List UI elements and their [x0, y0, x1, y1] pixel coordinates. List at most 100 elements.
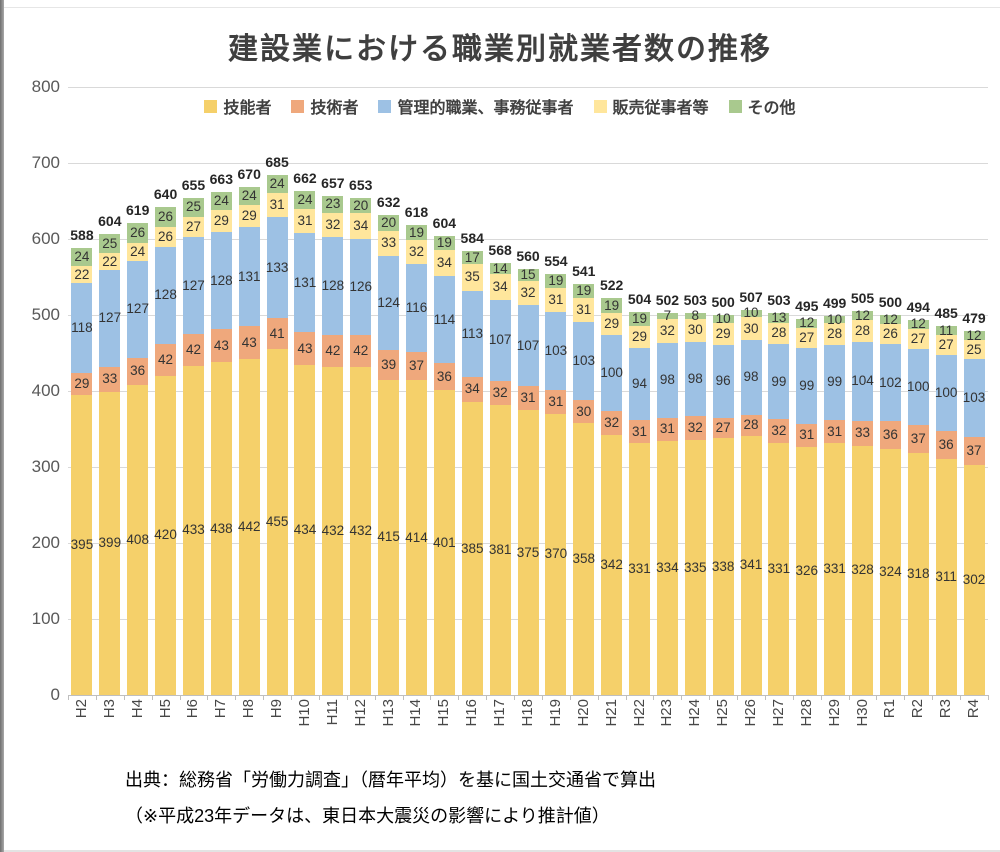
bar-segment-H26-s0 — [740, 435, 762, 695]
legend-item-2: 管理的職業、事務従事者 — [378, 94, 574, 118]
bar-label-H4-s4: 26 — [130, 224, 146, 240]
bar-segment-H15-s3 — [433, 250, 455, 277]
bar-label-H7-s1: 43 — [213, 337, 229, 353]
x-tick-5 — [207, 695, 209, 700]
bar-segment-H10-s2 — [294, 232, 316, 333]
bar-label-H28-s4: 12 — [799, 315, 815, 331]
total-label-H18: 560 — [516, 248, 540, 265]
bar-label-R4-s1: 37 — [966, 443, 982, 459]
x-axis-label-H15: H15 — [435, 699, 453, 727]
x-axis-label-H29: H29 — [825, 699, 843, 727]
bar-segment-H29-s3 — [824, 323, 846, 345]
bar-segment-H5-s1 — [155, 343, 177, 376]
x-axis-label-H30: H30 — [853, 699, 871, 727]
bar-label-H17-s2: 107 — [488, 332, 512, 348]
bar-label-H21-s4: 19 — [604, 297, 620, 313]
bar-segment-H8-s0 — [238, 359, 260, 695]
gridline-600 — [68, 239, 988, 240]
bar-label-H27-s2: 99 — [771, 373, 787, 389]
x-tick-7 — [263, 695, 265, 700]
bar-label-H2-s4: 24 — [74, 249, 90, 265]
bar-label-H12-s2: 126 — [349, 278, 372, 294]
bar-label-H19-s3: 31 — [548, 292, 564, 308]
bar-label-H8-s2: 131 — [237, 268, 261, 284]
bar-segment-H4-s2 — [127, 261, 149, 358]
bar-label-H6-s3: 27 — [185, 219, 201, 235]
bar-segment-R1-s4 — [879, 315, 901, 325]
bar-label-H24-s2: 98 — [687, 370, 703, 386]
bar-segment-H20-s4 — [573, 283, 595, 299]
bar-segment-H15-s0 — [433, 390, 455, 695]
bar-label-H2-s0: 395 — [70, 536, 94, 552]
bar-label-H6-s2: 127 — [182, 277, 205, 293]
total-label-R4: 479 — [962, 309, 986, 326]
x-axis-label-H12: H12 — [351, 699, 369, 727]
bar-segment-H14-s2 — [405, 264, 427, 353]
bar-label-H20-s4: 19 — [576, 283, 592, 299]
bar-segment-H17-s4 — [489, 263, 511, 274]
bar-segment-R4-s0 — [963, 465, 985, 695]
bar-label-R1-s2: 102 — [879, 374, 902, 390]
total-label-H2: 588 — [70, 227, 94, 244]
bar-label-H14-s1: 37 — [408, 358, 424, 374]
bar-segment-H11-s4 — [322, 195, 344, 214]
bar-segment-H13-s2 — [378, 255, 400, 350]
bar-label-H19-s4: 19 — [548, 273, 564, 289]
total-label-H12: 653 — [349, 176, 373, 193]
x-tick-31 — [932, 695, 934, 700]
bar-label-H27-s0: 331 — [767, 561, 791, 577]
bar-segment-H21-s3 — [601, 312, 623, 335]
total-label-H14: 618 — [404, 204, 429, 221]
bar-segment-H26-s4 — [740, 309, 762, 318]
source-line-1: 出典：総務省「労働力調査」（暦年平均）を基に国土交通省で算出 — [125, 770, 656, 790]
bar-label-H6-s4: 25 — [185, 199, 201, 215]
total-label-H26: 507 — [739, 288, 763, 305]
bar-label-H30-s1: 33 — [855, 425, 871, 441]
bar-segment-H30-s1 — [852, 420, 874, 446]
x-tick-9 — [318, 695, 320, 700]
bar-segment-H15-s4 — [433, 235, 455, 251]
bar-label-H23-s3: 32 — [659, 322, 675, 338]
bar-segment-H5-s0 — [155, 375, 177, 695]
y-axis-label-700: 700 — [31, 153, 60, 172]
bar-segment-H24-s2 — [684, 341, 706, 417]
x-tick-13 — [430, 695, 432, 700]
bar-segment-H24-s0 — [684, 440, 706, 695]
bar-segment-H30-s3 — [852, 320, 874, 342]
bar-segment-H22-s3 — [629, 326, 650, 349]
y-axis-label-400: 400 — [31, 381, 60, 400]
bar-label-H18-s2: 107 — [516, 337, 540, 353]
window-bottom-edge — [4, 850, 1000, 852]
bar-label-H5-s2: 128 — [154, 287, 177, 303]
bar-label-H15-s4: 19 — [436, 235, 452, 251]
bar-label-R2-s3: 27 — [910, 330, 926, 346]
x-axis-label-H16: H16 — [463, 699, 481, 727]
bar-segment-H11-s3 — [322, 213, 344, 238]
bar-segment-H5-s3 — [155, 226, 177, 247]
bar-segment-H16-s1 — [461, 376, 483, 403]
bar-label-H16-s1: 34 — [464, 381, 480, 397]
x-axis-label-R3: R3 — [937, 699, 955, 719]
bar-label-H14-s4: 19 — [408, 224, 424, 240]
bar-segment-H28-s4 — [796, 318, 818, 328]
total-label-R2: 494 — [906, 298, 930, 315]
x-tick-8 — [291, 695, 293, 700]
bar-label-H28-s0: 326 — [795, 563, 819, 579]
x-axis-label-H4: H4 — [128, 699, 146, 719]
bar-label-H11-s4: 23 — [325, 196, 341, 212]
bar-segment-H24-s4 — [684, 312, 706, 319]
x-axis-line — [68, 695, 988, 696]
total-label-H5: 640 — [153, 186, 178, 203]
x-axis-label-H28: H28 — [797, 699, 815, 727]
bar-label-H28-s1: 31 — [799, 427, 815, 443]
bar-label-H18-s4: 15 — [520, 267, 536, 283]
window-top-edge — [4, 7, 1000, 8]
bar-segment-H29-s4 — [824, 315, 846, 324]
bar-label-H30-s0: 328 — [851, 562, 874, 578]
bar-segment-H10-s1 — [294, 332, 316, 366]
bar-segment-H23-s0 — [656, 441, 678, 695]
bar-segment-R3-s1 — [935, 431, 957, 459]
total-label-H4: 619 — [126, 202, 150, 219]
bar-label-H25-s1: 27 — [715, 419, 731, 435]
bar-label-H22-s4: 19 — [631, 311, 648, 327]
